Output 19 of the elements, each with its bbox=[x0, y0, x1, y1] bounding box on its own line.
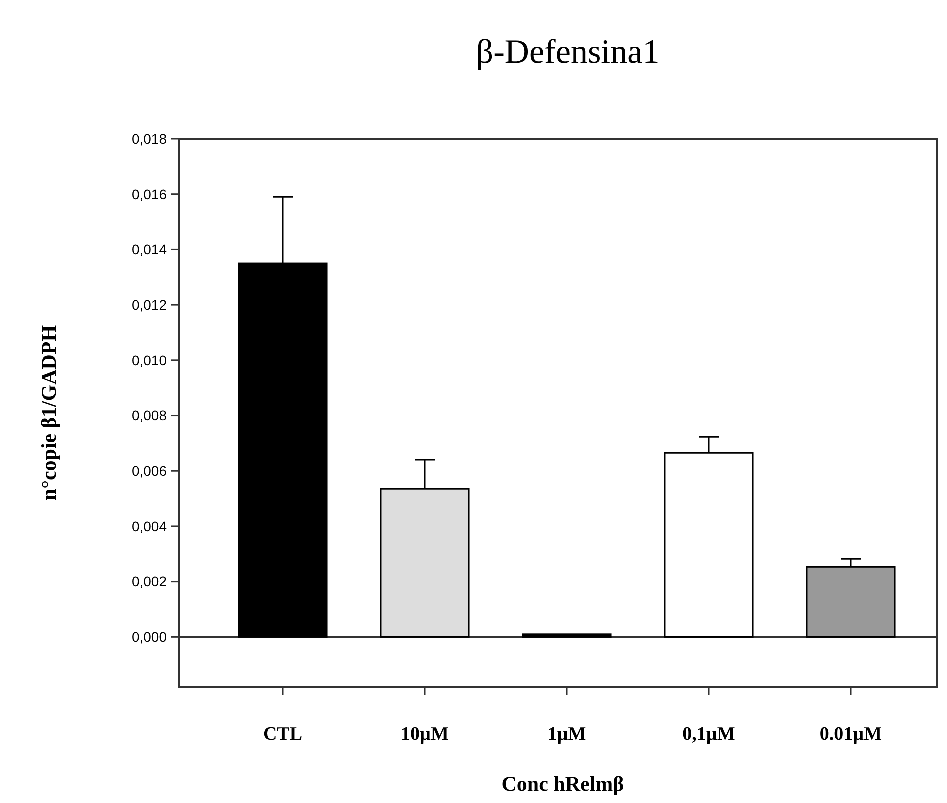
x-tick-label: 10µM bbox=[401, 724, 449, 745]
bar bbox=[522, 634, 612, 638]
y-tick-label: 0,008 bbox=[132, 408, 168, 424]
y-axis-title: n°copie β1/GADPH bbox=[37, 325, 61, 501]
y-tick-label: 0,000 bbox=[132, 629, 168, 646]
y-tick-label: 0,016 bbox=[132, 186, 168, 202]
y-tick-label: 0,018 bbox=[132, 130, 168, 147]
x-tick-label: 1µM bbox=[548, 724, 586, 745]
y-tick-label: 0,006 bbox=[132, 463, 168, 480]
x-tick-label: 0.01µM bbox=[820, 724, 882, 745]
y-tick-label: 0,002 bbox=[132, 574, 168, 590]
x-axis-title: Conc hRelmβ bbox=[502, 772, 624, 796]
y-tick-label: 0,014 bbox=[132, 242, 168, 258]
chart-title: β-Defensina1 bbox=[476, 34, 660, 71]
y-tick-label: 0,010 bbox=[132, 352, 168, 368]
x-tick-label: 0,1µM bbox=[682, 724, 736, 745]
x-tick-label: CTL bbox=[263, 724, 303, 745]
y-tick-label: 0,012 bbox=[132, 296, 168, 313]
y-tick-label: 0,004 bbox=[132, 518, 168, 534]
